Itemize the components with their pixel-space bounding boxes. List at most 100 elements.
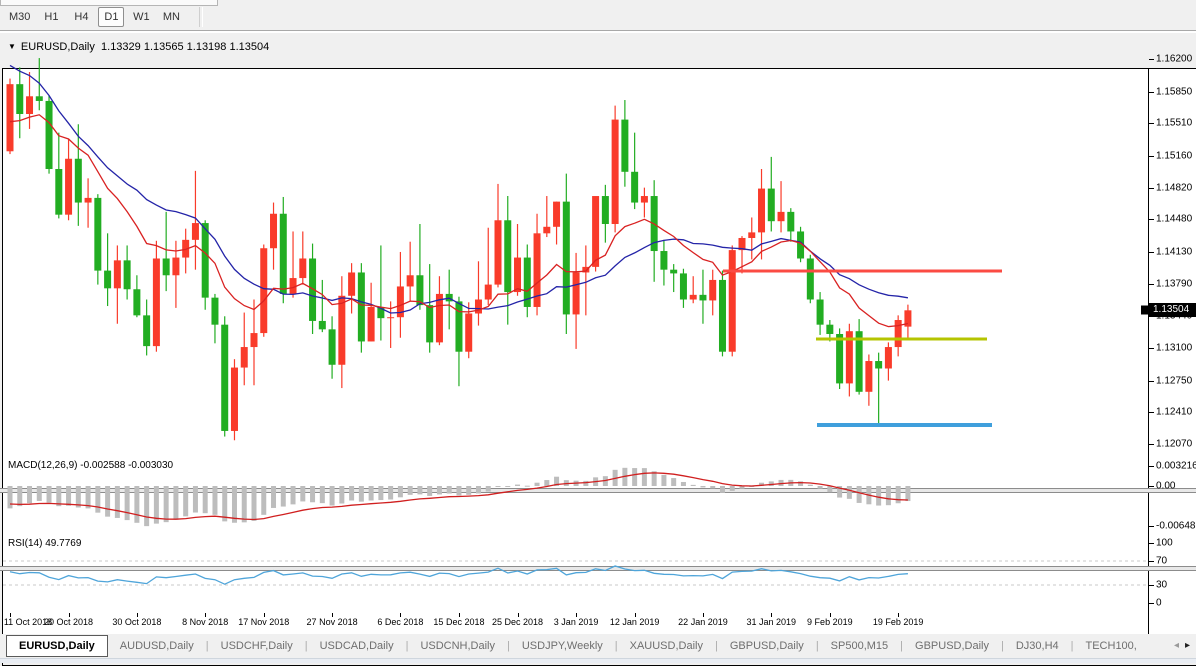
date-axis-tick (576, 613, 578, 617)
price-axis-label: 1.16200 (1156, 53, 1193, 65)
date-axis-tick (634, 613, 636, 617)
axis-tick (1149, 486, 1154, 487)
date-axis-label: 6 Dec 2018 (377, 617, 424, 627)
price-axis-label: 1.15510 (1156, 117, 1193, 129)
chart-tab-usdchf-daily[interactable]: USDCHF,Daily (220, 640, 293, 652)
chart-tab-usdcad-daily[interactable]: USDCAD,Daily (319, 640, 394, 652)
date-axis-label: 20 Oct 2018 (44, 617, 94, 627)
date-axis-label: 15 Dec 2018 (433, 617, 485, 627)
date-axis-label: 25 Dec 2018 (491, 617, 544, 627)
chart-tab-eurusd-daily[interactable]: EURUSD,Daily (6, 635, 108, 657)
chart-tab-usdcnh-daily[interactable]: USDCNH,Daily (420, 640, 495, 652)
chart-tab-sp500-m15[interactable]: SP500,M15 (830, 640, 889, 652)
toolbar-groove (0, 30, 1196, 34)
axis-border (1148, 68, 1149, 646)
axis-tick (1149, 466, 1154, 468)
macd-indicator-label: MACD(12,26,9) -0.002588 -0.003030 (8, 460, 174, 471)
date-axis-tick (400, 613, 402, 617)
chart-tab-gbpusd-daily[interactable]: GBPUSD,Daily (729, 640, 804, 652)
timeframe-toolbar: M30 H1 H4 D1 W1 MN (0, 0, 1196, 34)
docked-toolbar-remnant (0, 0, 218, 6)
date-axis-label: 19 Feb 2019 (872, 617, 924, 627)
date-axis-label: 22 Jan 2019 (678, 617, 728, 627)
tab-separator: | (507, 640, 510, 652)
chart-tab-usdjpy-weekly[interactable]: USDJPY,Weekly (521, 640, 603, 652)
chart-dropdown-icon[interactable]: ▼ (8, 42, 16, 51)
macd-axis-label: 0.00 (1156, 480, 1176, 492)
axis-tick (1149, 155, 1154, 157)
timeframe-button-D1[interactable]: D1 (98, 7, 125, 27)
rsi-axis-label: 30 (1156, 579, 1168, 591)
date-axis-tick (898, 613, 900, 617)
rsi-indicator-label: RSI(14) 49.7769 (8, 538, 82, 549)
date-axis-tick (332, 613, 334, 617)
price-axis-label: 1.14480 (1156, 213, 1193, 225)
chart-tab-bar: EURUSD,Daily AUDUSD,Daily | USDCHF,Daily | US… (0, 634, 1196, 658)
date-axis-label: 8 Nov 2018 (182, 617, 229, 627)
date-axis-label: 31 Jan 2019 (746, 617, 797, 627)
axis-tick (1149, 59, 1154, 60)
timeframe-button-MN[interactable]: MN (162, 11, 180, 23)
scroll-tabs-left-icon[interactable]: ◂ (1173, 640, 1179, 651)
price-axis-label: 1.12750 (1156, 375, 1193, 387)
price-axis-label: 1.13790 (1156, 278, 1193, 290)
chart-background (2, 69, 1196, 645)
date-axis-tick (829, 613, 831, 617)
axis-tick (1149, 443, 1154, 445)
date-axis-tick (771, 613, 773, 617)
chart-symbol-label: EURUSD,Daily (20, 41, 95, 53)
chart-title: ▼ EURUSD,Daily 1.13329 1.13565 1.13198 1.… (8, 41, 269, 53)
date-axis-label: 3 Jan 2019 (553, 617, 599, 627)
date-axis-label: 17 Nov 2018 (238, 617, 290, 627)
axis-tick (1149, 561, 1154, 562)
axis-tick (1149, 91, 1154, 93)
axis-tick (1149, 585, 1154, 586)
date-axis-label: 27 Nov 2018 (306, 617, 358, 627)
chart-tab-gbpusd-daily[interactable]: GBPUSD,Daily (915, 640, 989, 652)
tab-separator: | (815, 640, 819, 652)
pane-splitter[interactable] (0, 566, 1196, 571)
axis-tick (1149, 543, 1154, 544)
date-axis-label: 12 Jan 2019 (609, 617, 660, 627)
date-axis-label: 30 Oct 2018 (112, 617, 162, 627)
macd-axis-label: 0.003216 (1156, 460, 1196, 472)
macd-axis-label: -0.006485 (1156, 520, 1196, 532)
rsi-axis-label: 100 (1156, 537, 1173, 549)
price-axis-label: 1.14820 (1156, 182, 1193, 194)
price-axis-label: 1.12070 (1156, 438, 1193, 450)
tab-scroll-buttons: ◂ ▸ (1169, 637, 1194, 655)
chart-border-top (2, 68, 1196, 69)
tab-separator: | (205, 640, 209, 652)
date-axis-label: 11 Oct 2018 (3, 617, 53, 627)
chart-tab-tech100[interactable]: TECH100, (1085, 640, 1137, 652)
current-price-tag: 1.13504 (1149, 303, 1196, 318)
chart-ohlc-values: 1.13329 1.13565 1.13198 1.13504 (101, 41, 270, 53)
timeframe-button-M30[interactable]: M30 (9, 11, 31, 23)
chart-tab-xauusd-daily[interactable]: XAUUSD,Daily (629, 640, 703, 652)
date-axis-tick (458, 613, 460, 617)
pane-splitter[interactable] (0, 488, 1196, 493)
date-axis-tick (702, 613, 704, 617)
price-axis-label: 1.15160 (1156, 150, 1193, 162)
tab-separator: | (1000, 640, 1004, 652)
scroll-tabs-right-icon[interactable]: ▸ (1184, 640, 1190, 651)
date-axis-tick (205, 613, 207, 617)
date-axis-tick (517, 613, 519, 617)
tab-separator: | (714, 640, 718, 652)
axis-tick (1149, 283, 1154, 285)
chart-tab-dj30-h4[interactable]: DJ30,H4 (1015, 640, 1059, 652)
date-axis-tick (263, 613, 265, 617)
timeframe-button-W1[interactable]: W1 (133, 11, 150, 23)
chart-tabs: EURUSD,Daily AUDUSD,Daily | USDCHF,Daily | US… (6, 634, 1149, 658)
chart-tab-audusd-daily[interactable]: AUDUSD,Daily (119, 640, 194, 652)
axis-tick (1149, 187, 1154, 189)
axis-tick (1149, 347, 1154, 349)
timeframe-button-H4[interactable]: H4 (74, 11, 89, 23)
date-axis-tick (68, 613, 70, 617)
axis-tick (1149, 603, 1154, 604)
axis-tick (1149, 123, 1154, 125)
timeframe-button-H1[interactable]: H1 (44, 11, 59, 23)
axis-tick (1149, 219, 1154, 221)
tab-separator: | (304, 640, 308, 652)
axis-tick (1149, 525, 1154, 527)
